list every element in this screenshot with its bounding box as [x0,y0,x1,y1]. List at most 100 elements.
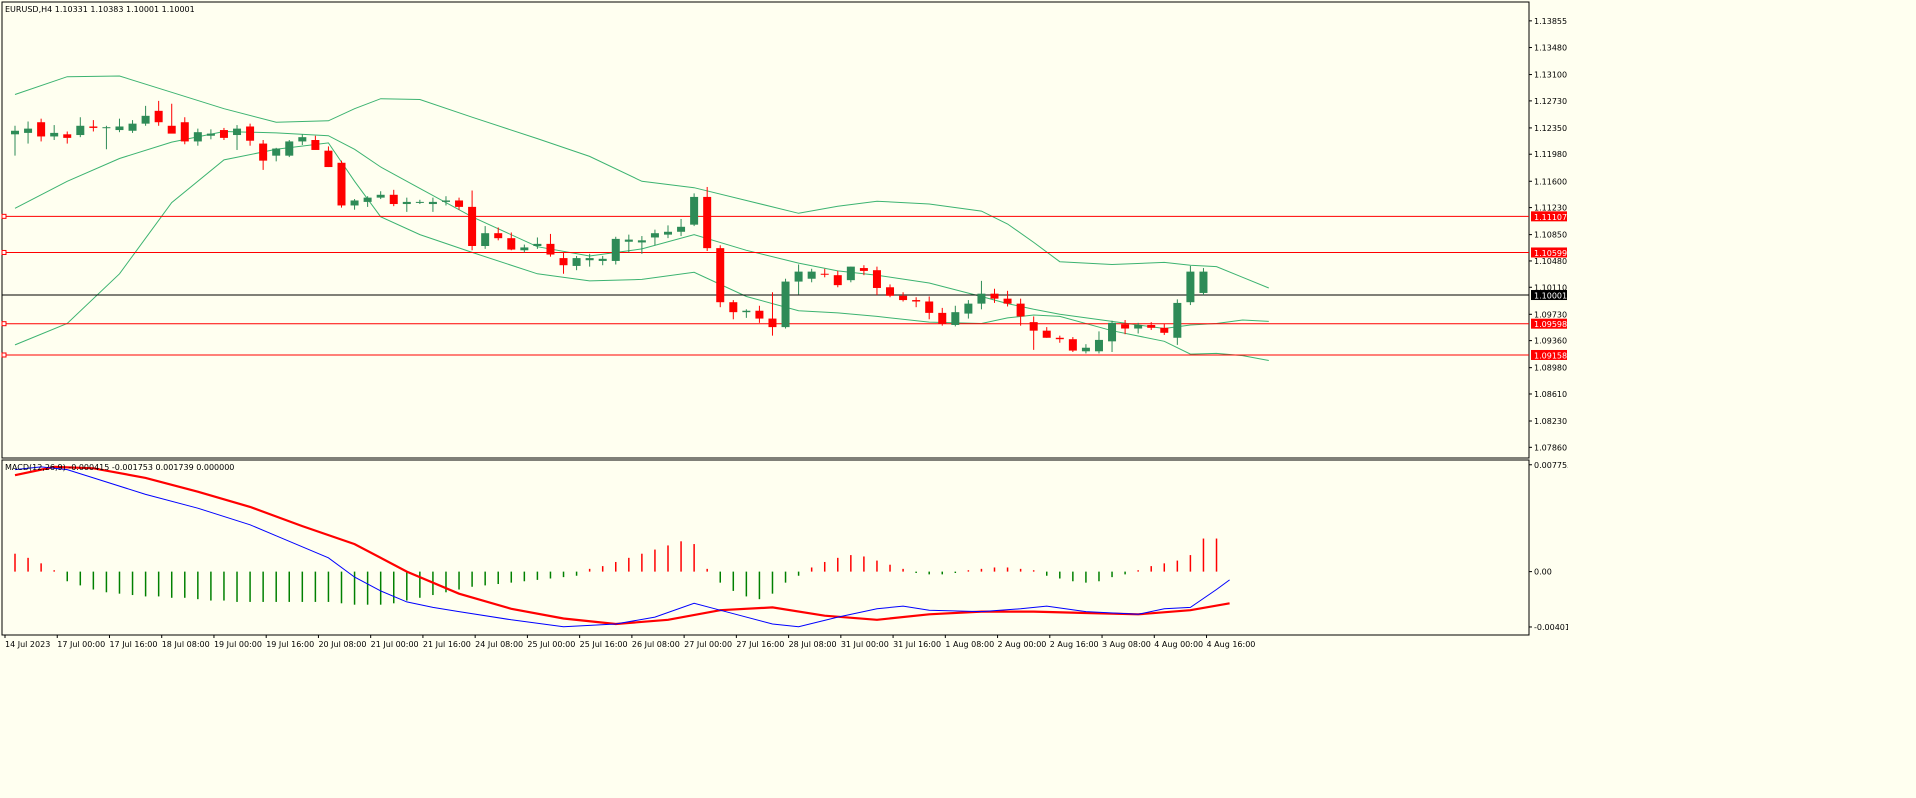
candle-body [455,200,464,207]
candle-body [912,300,921,302]
level-price-label: 1.10599 [1534,249,1567,258]
price-tick-label: 1.13480 [1534,44,1567,53]
time-tick-label: 20 Jul 08:00 [318,640,366,649]
time-tick-label: 27 Jul 00:00 [684,640,732,649]
level-handle[interactable] [1,213,7,219]
macd-tick-label: -0.004017 [1534,623,1568,632]
candle-body [37,122,46,137]
candle-body [507,238,516,250]
candle-body [63,134,72,138]
level-handle[interactable] [1,321,7,327]
candle-body [520,247,529,251]
candle-body [154,110,163,123]
candle-body [781,281,790,328]
candle-body [311,140,320,150]
time-tick-label: 1 Aug 08:00 [945,640,994,649]
candle-body [833,275,842,286]
candle-body [664,231,672,235]
candle-body [115,126,124,131]
candle-body [494,233,503,239]
candle-body [677,226,686,232]
price-tick-label: 1.10110 [1534,283,1567,292]
candle-body [1016,303,1025,317]
horizontal-levels[interactable] [1,213,1529,358]
candle-body [428,201,437,205]
price-panel-frame [1,1,1530,459]
level-handle[interactable] [1,352,7,358]
candle-body [886,287,895,296]
price-tick-label: 1.11600 [1534,177,1567,186]
candle-body [1160,327,1169,333]
candle-body [259,143,268,161]
price-tick-label: 1.10850 [1534,231,1567,240]
candle-body [285,141,294,156]
candle-body [102,127,111,129]
candle-body [755,310,764,319]
candle-body [572,258,581,266]
time-tick-label: 25 Jul 00:00 [527,640,575,649]
candle-body [1147,324,1156,328]
level-handle[interactable] [1,249,7,255]
price-tick-label: 1.08230 [1534,417,1567,426]
candle-body [76,125,85,136]
candle-body [402,201,411,205]
candle-body [1199,271,1208,293]
candle-body [441,200,450,202]
price-tick-label: 1.11980 [1534,150,1567,159]
time-tick-label: 21 Jul 00:00 [371,640,419,649]
candle-body [951,312,960,325]
candle-body [925,301,934,313]
candle-body [938,312,947,324]
candle-body [768,318,777,328]
time-tick-label: 2 Aug 16:00 [1050,640,1099,649]
candle-body [872,270,881,288]
candle-body [716,248,725,303]
price-tick-label: 1.13855 [1534,17,1567,26]
candle-body [233,128,242,136]
candle-body [1134,324,1143,329]
candle-body [50,132,59,137]
candle-body [1055,337,1064,340]
candle-body [650,233,659,238]
candle-body [690,196,699,225]
macd-tick-label: 0.00 [1534,568,1552,577]
level-price-tag [1531,318,1567,329]
time-tick-label: 4 Aug 16:00 [1207,640,1256,649]
bollinger-middle-line [14,130,1269,330]
candle-body [977,293,986,304]
macd-tick-label: 0.007755 [1534,461,1568,470]
candle-body [1003,298,1012,304]
time-tick-label: 31 Jul 16:00 [893,640,941,649]
bollinger-upper-line [14,75,1269,289]
time-tick-label: 31 Jul 00:00 [841,640,889,649]
candle-body [859,268,868,271]
price-axis: 1.11107 1.10599 1.09598 1.09158 1.13855 1.134… [1529,17,1567,452]
candle-body [363,197,372,202]
candle-body [990,293,999,299]
macd-header: MACD(12,26,9) -0.000415 -0.001753 0.0017… [5,463,234,472]
time-tick-label: 26 Jul 08:00 [632,640,680,649]
candle-body [559,258,568,266]
candle-body [193,132,202,142]
time-tick-label: 19 Jul 16:00 [266,640,314,649]
candle-body [141,115,150,124]
macd-indicator [14,465,1230,628]
candle-body [180,122,189,142]
macd-panel-frame [1,459,1530,636]
trading-chart[interactable]: 1.11107 1.10599 1.09598 1.09158 1.13855 1.134… [0,0,1568,653]
time-tick-label: 4 Aug 00:00 [1154,640,1203,649]
candle-body [611,238,620,261]
candle-body [1081,347,1090,352]
macd-main-line [14,466,1230,628]
candle-body [585,258,594,261]
level-price-tag [1531,211,1567,222]
price-tick-label: 1.07860 [1534,443,1567,452]
time-tick-label: 3 Aug 08:00 [1102,640,1151,649]
price-tick-label: 1.11230 [1534,204,1567,213]
time-tick-label: 17 Jul 00:00 [57,640,105,649]
candle-body [89,126,98,128]
candle-body [481,233,490,247]
macd-axis: 0.007755 0.00 -0.004017 [1529,461,1568,632]
current-price-label: 1.10001 [1534,292,1567,301]
candle-body [598,258,607,261]
